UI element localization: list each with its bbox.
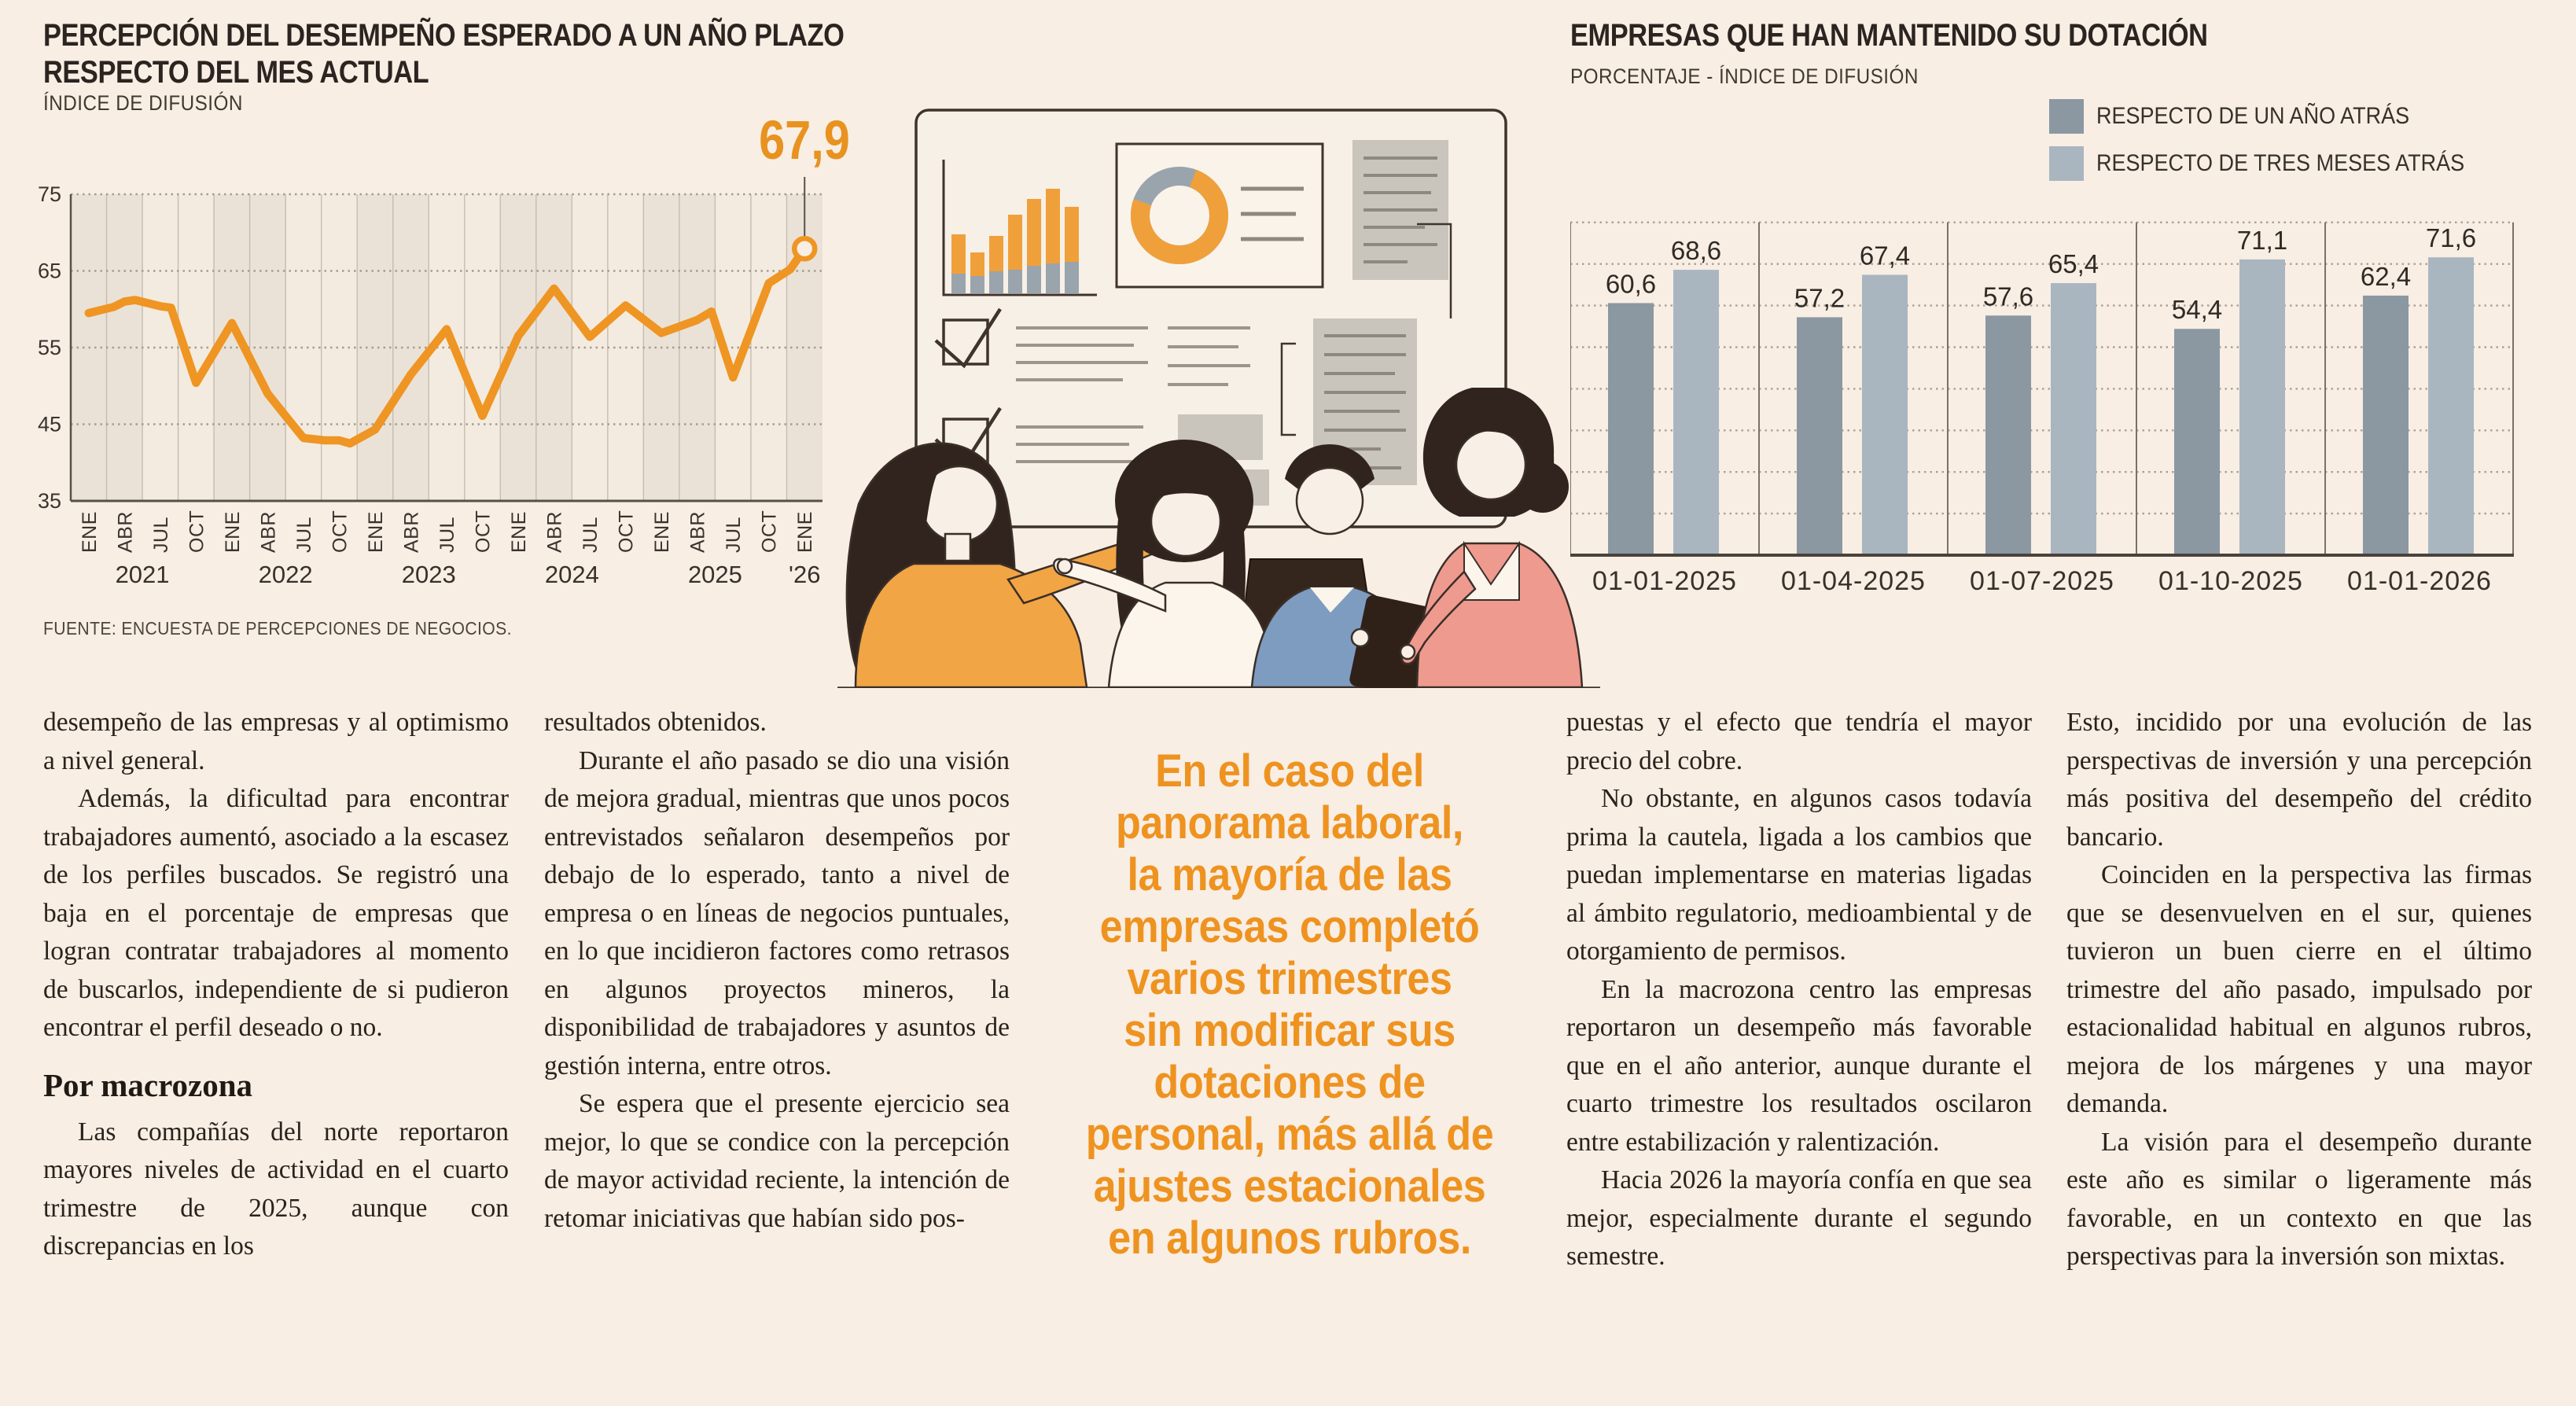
svg-text:OCT: OCT: [616, 510, 638, 553]
paragraph: Hacia 2026 la mayoría confía en que sea …: [1566, 1165, 2032, 1271]
svg-text:ENE: ENE: [651, 511, 673, 553]
article-column-1: desempeño de las empresas y al optimismo…: [43, 704, 509, 1266]
legend-swatch-light: [2049, 146, 2084, 181]
line-chart-source: FUENTE: ENCUESTA DE PERCEPCIONES DE NEGO…: [43, 618, 512, 639]
svg-text:57,2: 57,2: [1794, 283, 1845, 312]
svg-text:OCT: OCT: [329, 510, 351, 553]
whiteboard-icon: [914, 109, 1507, 528]
svg-text:67,4: 67,4: [1860, 241, 1910, 270]
article-text: desempeño de las empresas y al optimismo…: [43, 704, 509, 1047]
paragraph: puestas y el efecto que tendría el mayor…: [1566, 708, 2032, 775]
legend-label: RESPECTO DE UN AÑO ATRÁS: [2096, 103, 2410, 129]
bar-chart-subtitle: PORCENTAJE - ÍNDICE DE DIFUSIÓN: [1570, 64, 1919, 88]
line-chart-subtitle: ÍNDICE DE DIFUSIÓN: [43, 91, 243, 115]
article-column-4: puestas y el efecto que tendría el mayor…: [1566, 704, 2032, 1276]
person-woman-coral: [1399, 388, 1584, 688]
svg-text:ABR: ABR: [400, 511, 422, 553]
svg-text:ENE: ENE: [79, 511, 101, 553]
svg-text:2025: 2025: [688, 561, 742, 588]
svg-text:57,6: 57,6: [1983, 282, 2033, 311]
article-column-5: Esto, incidido por una evolución de las …: [2066, 704, 2532, 1276]
svg-text:01-01-2025: 01-01-2025: [1592, 566, 1737, 596]
svg-text:OCT: OCT: [759, 510, 781, 553]
svg-text:75: 75: [38, 182, 61, 206]
bar-chart-plot: 60,6 68,6 01-01-2025 57,2 67,4 01-04-2025 57,6…: [1570, 221, 2514, 596]
paragraph: En la macrozona centro las empresas repo…: [1566, 974, 2032, 1157]
line-chart-highlight-value: 67,9: [759, 109, 850, 171]
article-text: resultados obtenidos. Durante el año pasa…: [544, 704, 1010, 1238]
svg-text:ABR: ABR: [114, 511, 136, 553]
svg-text:JUL: JUL: [580, 517, 602, 553]
person-man-blue: [1250, 444, 1433, 688]
line-chart-title-line1: PERCEPCIÓN DEL DESEMPEÑO ESPERADO A UN A…: [43, 18, 845, 53]
svg-text:JUL: JUL: [293, 517, 315, 553]
paragraph: Esto, incidido por una evolución de las …: [2066, 708, 2532, 852]
legend-label: RESPECTO DE TRES MESES ATRÁS: [2096, 150, 2465, 176]
svg-text:ENE: ENE: [365, 511, 387, 553]
paragraph: No obstante, en algunos casos todavía pr…: [1566, 784, 2032, 966]
bar-chart-title: EMPRESAS QUE HAN MANTENIDO SU DOTACIÓN: [1570, 18, 2208, 53]
article-subhead: Por macrozona: [43, 1066, 253, 1103]
svg-text:ABR: ABR: [544, 511, 566, 553]
svg-text:ABR: ABR: [257, 511, 279, 553]
pull-quote: En el caso del panorama laboral, la mayo…: [1085, 745, 1494, 1264]
article-column-2: resultados obtenidos. Durante el año pasa…: [544, 704, 1010, 1238]
svg-text:ABR: ABR: [687, 511, 709, 553]
legend-item-one-year-ago: RESPECTO DE UN AÑO ATRÁS: [2049, 99, 2505, 134]
svg-text:JUL: JUL: [723, 517, 745, 553]
svg-text:2024: 2024: [545, 561, 599, 588]
svg-text:2023: 2023: [402, 561, 456, 588]
svg-text:ENE: ENE: [794, 511, 816, 553]
illustration-team-meeting: [837, 109, 1600, 688]
bar-chart-legend: RESPECTO DE UN AÑO ATRÁS RESPECTO DE TRE…: [2049, 99, 2505, 181]
svg-text:2022: 2022: [259, 561, 313, 588]
paragraph: La visión para el desempeño durante este…: [2066, 1127, 2532, 1272]
svg-text:60,6: 60,6: [1606, 269, 1656, 298]
paragraph: Se espera que el presente ejercicio sea …: [544, 1089, 1010, 1233]
legend-item-three-months-ago: RESPECTO DE TRES MESES ATRÁS: [2049, 146, 2505, 181]
svg-text:45: 45: [38, 413, 61, 436]
svg-text:OCT: OCT: [186, 510, 208, 553]
paragraph: Además, la dificultad para encontrar tra…: [43, 784, 509, 1042]
paragraph: Durante el año pasado se dio una visión …: [544, 745, 1010, 1080]
svg-text:62,4: 62,4: [2361, 262, 2411, 291]
svg-text:54,4: 54,4: [2172, 295, 2222, 324]
svg-text:01-04-2025: 01-04-2025: [1781, 566, 1926, 596]
svg-text:ENE: ENE: [222, 511, 244, 553]
svg-text:68,6: 68,6: [1671, 236, 1721, 265]
svg-text:01-10-2025: 01-10-2025: [2158, 566, 2303, 596]
svg-text:2021: 2021: [116, 561, 170, 588]
svg-text:65: 65: [38, 259, 61, 283]
svg-text:55: 55: [38, 336, 61, 359]
svg-text:01-01-2026: 01-01-2026: [2347, 566, 2492, 596]
svg-text:OCT: OCT: [473, 510, 495, 553]
article-text: Las compañías del norte reportaron mayor…: [43, 1113, 509, 1266]
svg-text:ENE: ENE: [508, 511, 530, 553]
svg-text:JUL: JUL: [436, 517, 458, 553]
paragraph: desempeño de las empresas y al optimismo…: [43, 708, 509, 775]
paragraph: Coinciden en la perspectiva las firmas q…: [2066, 860, 2532, 1118]
svg-text:71,1: 71,1: [2237, 226, 2287, 255]
legend-swatch-dark: [2049, 99, 2084, 134]
svg-text:JUL: JUL: [150, 517, 172, 553]
article-text: Esto, incidido por una evolución de las …: [2066, 704, 2532, 1276]
donut-chart-icon: [1131, 167, 1228, 264]
tablet-icon: [1349, 595, 1433, 688]
line-chart-title-line2: RESPECTO DEL MES ACTUAL: [43, 55, 429, 90]
paragraph: resultados obtenidos.: [544, 708, 767, 737]
svg-text:71,6: 71,6: [2426, 223, 2476, 252]
article-text: puestas y el efecto que tendría el mayor…: [1566, 704, 2032, 1276]
svg-text:35: 35: [38, 489, 61, 513]
line-chart-plot: 75 65 55 45 35 ENE ABR JUL OCT ENE ABR JUL OCT ENE ABR…: [38, 177, 822, 588]
svg-text:01-07-2025: 01-07-2025: [1970, 566, 2114, 596]
svg-text:65,4: 65,4: [2048, 249, 2099, 278]
svg-text:'26: '26: [789, 561, 820, 588]
paragraph: Las compañías del norte reportaron mayor…: [43, 1117, 509, 1261]
line-chart-title: PERCEPCIÓN DEL DESEMPEÑO ESPERADO A UN A…: [43, 17, 855, 91]
